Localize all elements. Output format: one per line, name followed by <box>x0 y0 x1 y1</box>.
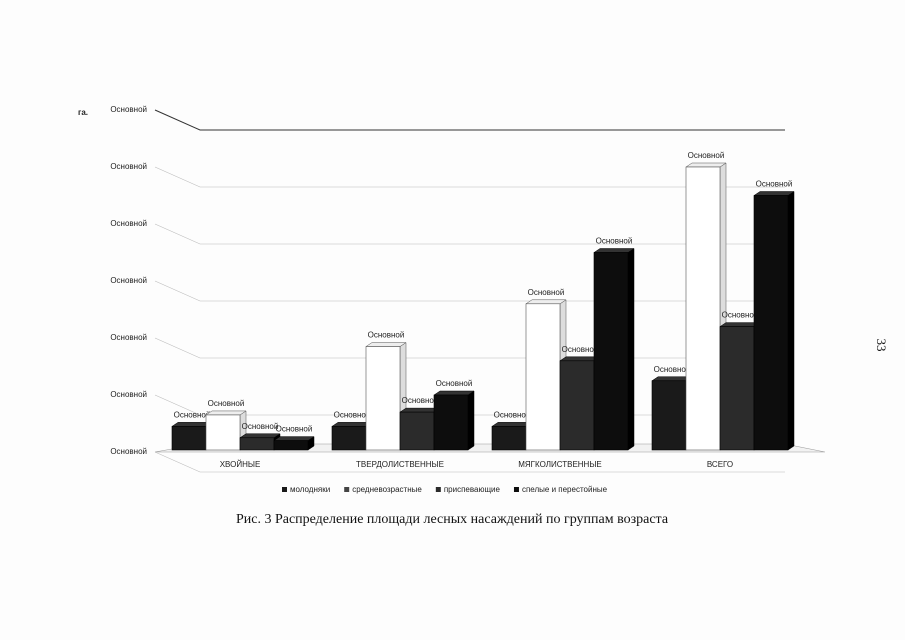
x-tick-label: ТВЕРДОЛИСТВЕННЫЕ <box>356 460 444 469</box>
x-tick-label: ВСЕГО <box>707 460 733 469</box>
data-label: Основной <box>402 396 439 405</box>
data-label: Основной <box>208 399 245 408</box>
grid-line <box>154 451 785 473</box>
legend-swatch <box>282 487 287 492</box>
data-label: Основной <box>174 410 211 419</box>
y-tick-label: Основной <box>110 333 147 342</box>
bar <box>331 426 367 451</box>
bar-top <box>525 299 567 305</box>
data-label: Основной <box>334 410 371 419</box>
data-label: Основной <box>756 180 793 189</box>
legend-swatch <box>344 487 350 492</box>
data-label: Основной <box>654 365 691 374</box>
legend-label: молодняки <box>290 485 330 494</box>
x-tick-label: ХВОЙНЫЕ <box>220 460 261 469</box>
y-tick-label: Основной <box>110 276 147 285</box>
data-label: Основной <box>436 379 473 388</box>
bar <box>239 437 275 451</box>
legend-swatch <box>435 487 441 492</box>
y-axis-label: га. <box>78 108 88 117</box>
bar <box>399 411 435 451</box>
bar <box>171 426 207 451</box>
data-label: Основной <box>596 237 633 246</box>
data-label: Основной <box>722 311 759 320</box>
bar <box>651 380 687 451</box>
legend-label: спелые и перестойные <box>522 485 608 494</box>
grid-line <box>154 109 785 131</box>
bar <box>719 326 755 451</box>
y-tick-label: Основной <box>110 390 147 399</box>
data-label: Основной <box>688 151 725 160</box>
y-tick-label: Основной <box>110 162 147 171</box>
bar <box>593 252 629 451</box>
caption: Рис. 3 Распределение площади лесных наса… <box>236 512 669 527</box>
bar-top <box>593 248 635 253</box>
x-tick-label: МЯГКОЛИСТВЕННЫЕ <box>518 460 602 469</box>
bar-side <box>787 191 795 451</box>
bar-top <box>365 342 407 347</box>
data-label: Основной <box>242 422 279 431</box>
y-tick-label: Основной <box>110 105 147 114</box>
bar-top <box>433 390 475 396</box>
legend-label: приспевающие <box>444 485 501 494</box>
grid-line <box>154 280 785 302</box>
bar-top <box>685 162 727 168</box>
bar-side <box>627 248 635 451</box>
bar-top <box>239 433 281 438</box>
data-label: Основной <box>368 331 405 340</box>
data-label: Основной <box>276 425 313 434</box>
bar <box>273 440 309 451</box>
legend-swatch <box>513 487 519 492</box>
y-tick-label: Основной <box>110 447 147 456</box>
bar <box>559 360 595 451</box>
legend-label: средневозрастные <box>352 485 422 494</box>
bar <box>685 166 721 451</box>
bar-top <box>753 191 795 196</box>
bar <box>433 394 469 451</box>
data-label: Основной <box>528 288 565 297</box>
bar <box>365 346 401 451</box>
grid-line <box>154 223 785 245</box>
bar <box>205 414 241 451</box>
grid-line <box>154 166 785 188</box>
bar <box>525 303 561 451</box>
data-label: Основной <box>494 410 531 419</box>
bar-top <box>205 410 247 416</box>
data-label: Основной <box>562 345 599 354</box>
y-tick-label: Основной <box>110 219 147 228</box>
bar <box>491 426 527 451</box>
bar-top <box>273 436 315 441</box>
page-number: 33 <box>874 339 889 352</box>
bar <box>753 195 789 451</box>
bar-side <box>467 390 475 451</box>
